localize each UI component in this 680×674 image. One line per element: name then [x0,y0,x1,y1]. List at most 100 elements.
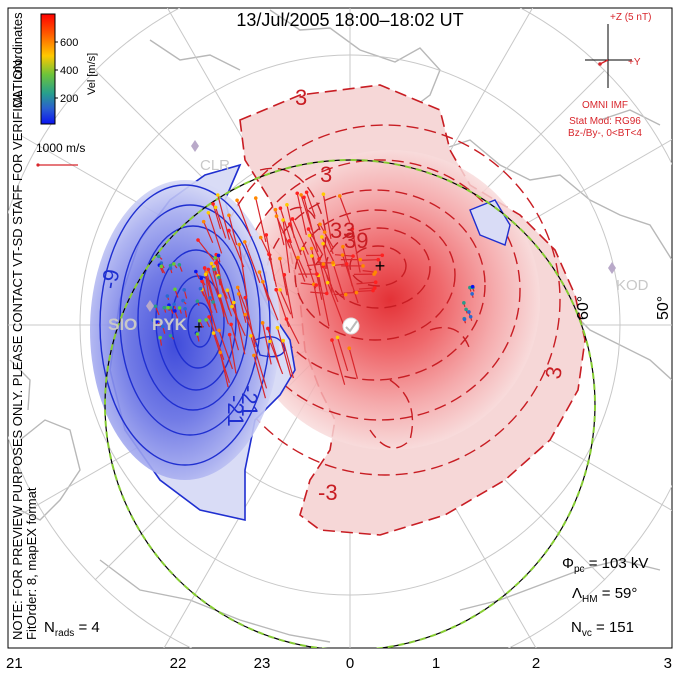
contour-label-pos-3d: 3 [330,218,342,243]
vector-origin-point [299,193,303,197]
velocity-vector [238,244,248,297]
velocity-vector [217,194,231,240]
vector-origin-point [264,233,269,237]
vector-origin-point [285,203,289,207]
vector-origin-point [195,299,200,304]
velocity-vector [296,193,307,235]
vector-origin-point [380,253,385,258]
vector-origin-point [249,334,253,338]
cross-polar-potential: Φpc = 103 kV [562,555,648,575]
velocity-vector [233,302,246,355]
negative-cell: + [90,163,511,521]
vector-origin-point [235,198,239,203]
velocity-vector [306,192,316,217]
vector-origin-point [315,272,319,276]
vector-origin-point [344,262,349,266]
imf-clock [585,24,632,88]
velocity-vector [236,200,252,237]
velocity-vector [244,241,261,284]
velocity-vector [289,223,302,256]
velocity-vector [229,334,237,374]
vector-origin-point [331,261,335,265]
station-label-clr: CLR [200,157,230,174]
vector-origin-point [253,196,258,200]
vector-origin-point [216,193,220,197]
vector-origin-point [227,213,231,218]
vector-origin-point [168,263,173,268]
imf-z-label: +Z (5 nT) [610,12,651,23]
velocity-vector [356,281,376,285]
vector-origin-point [177,306,182,310]
velocity-vector [286,204,295,239]
vector-origin-point [218,350,223,355]
velocity-vector [275,215,291,249]
vector-origin-point [300,246,305,251]
contour-labels: -9 -21 -21 3 3 -3 3 3 3 39 [96,85,567,505]
mlt-label-2: 2 [532,655,540,672]
vector-origin-point [151,318,156,322]
vector-origin-point [258,235,263,240]
vector-origin-point [213,256,218,260]
colorbar-tick-200: 200 [60,93,78,105]
vector-origin-point [304,190,309,195]
vector-origin-point [158,335,162,340]
vector-origin-point [372,286,377,290]
vector-origin-point [173,309,177,313]
velocity-vector [262,322,272,365]
velocity-vector [327,282,345,326]
vector-origin-point [208,296,212,300]
mlt-label-23: 23 [254,655,271,672]
vector-origin-point [340,253,345,257]
svg-text:Nrads = 4: Nrads = 4 [44,619,100,639]
vector-origin-point [358,257,363,262]
velocity-vector [279,289,292,315]
velocity-vector [322,243,333,293]
vector-origin-point [201,219,206,224]
vector-origin-point [211,331,216,335]
vector-origin-point [462,317,467,322]
vector-origin-point [464,307,468,312]
velocity-vector [303,197,319,253]
preview-note: NOTE: FOR PREVIEW PURPOSES ONLY. PLEASE … [10,56,25,640]
vector-scale-label: 1000 m/s [36,141,85,155]
vector-origin-point [296,255,300,260]
colorbar [40,13,58,125]
mlt-label-0: 0 [346,655,354,672]
velocity-vector [244,314,257,343]
velocity-vector [201,281,217,331]
vector-origin-point [307,233,312,238]
imf-y-label: +Y [628,57,641,68]
vector-origin-point [309,246,314,251]
velocity-vector [238,293,247,323]
velocity-vector [311,255,321,288]
vector-origin-point [275,325,280,330]
vector-origin-point [181,298,185,303]
velocity-vector [228,215,238,246]
station-markers [144,140,618,312]
velocity-vector [336,337,349,372]
vector-origin-point [199,276,204,281]
hm-boundary-green [104,159,596,648]
vector-origin-point [287,238,292,243]
velocity-vector [207,212,223,254]
vector-origin-point [467,310,471,314]
velocity-vector [210,263,225,318]
vector-origin-point [295,191,300,196]
vector-origin-point [335,335,340,340]
velocity-vector [358,287,375,290]
vector-origin-point [321,262,326,266]
vector-origin-point [209,261,214,266]
vector-origin-point [211,300,215,304]
contour-label-neg-9: -9 [96,267,124,291]
vector-origin-point [314,283,318,287]
vector-origin-point [182,288,187,292]
hm-latitude: ΛHM = 59° [572,585,637,605]
velocity-vector [253,355,267,399]
velocity-vector [317,275,330,327]
vector-origin-point [325,280,330,285]
vector-origin-point [281,218,285,222]
velocity-vector [215,207,227,239]
vector-origin-point [166,305,170,310]
vector-origin-point [284,317,289,321]
contour-label-neg-21a: -21 [237,385,262,417]
